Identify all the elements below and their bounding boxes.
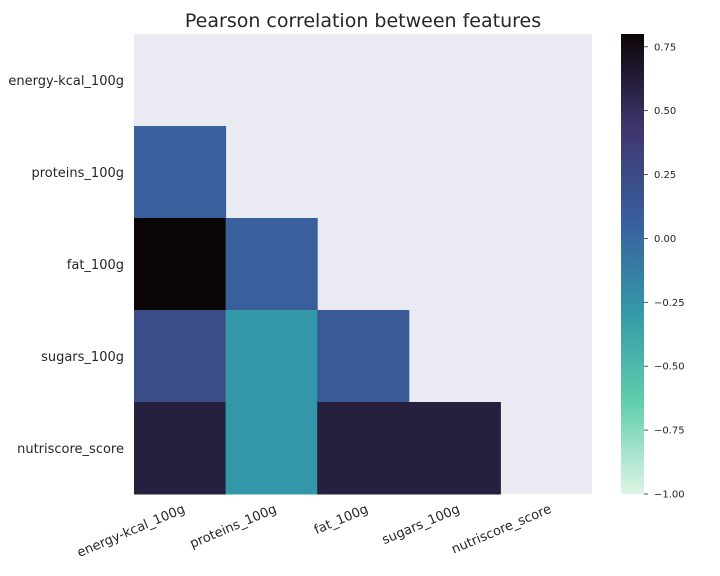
heatmap-cell-sugars_100g-fat_100g [317, 310, 410, 403]
heatmap-cell-proteins_100g-energy-kcal_100g [134, 126, 227, 219]
x-tick-labels: energy-kcal_100g proteins_100g fat_100g sug… [75, 502, 554, 561]
y-tick-label: energy-kcal_100g [8, 74, 124, 89]
heatmap-cell-nutriscore_score-proteins_100g [225, 402, 318, 495]
colorbar-tick-label: −0.50 [654, 362, 685, 373]
y-tick-label: nutriscore_score [17, 442, 124, 457]
colorbar-tick-label: −0.75 [654, 426, 685, 437]
colorbar-tick-label: 0.25 [654, 170, 676, 181]
heatmap-cell-fat_100g-proteins_100g [225, 218, 318, 311]
heatmap-cell-sugars_100g-proteins_100g [225, 310, 318, 403]
heatmap-cell-sugars_100g-energy-kcal_100g [134, 310, 227, 403]
x-tick-label: proteins_100g [188, 502, 279, 552]
colorbar-ticks: 0.75 0.50 0.25 0.00 −0.25 −0.50 −0.75 −1.00 [644, 42, 685, 501]
x-tick-label: sugars_100g [380, 502, 462, 548]
y-tick-label: fat_100g [67, 258, 124, 273]
colorbar-tick-label: 0.00 [654, 234, 676, 245]
heatmap-cell-nutriscore_score-energy-kcal_100g [134, 402, 227, 495]
colorbar [621, 34, 644, 494]
colorbar-tick-label: −1.00 [654, 490, 685, 501]
y-tick-label: proteins_100g [31, 166, 124, 181]
x-tick-label: nutriscore_score [449, 502, 553, 558]
y-tick-labels: energy-kcal_100g proteins_100g fat_100gsug… [8, 74, 124, 457]
y-tick-label: sugars_100g [41, 350, 124, 365]
colorbar-tick-label: −0.25 [654, 298, 685, 309]
heatmap-cells [134, 126, 501, 495]
heatmap-cell-fat_100g-energy-kcal_100g [134, 218, 227, 311]
colorbar-tick-label: 0.75 [654, 42, 676, 53]
x-tick-label: fat_100g [312, 502, 371, 538]
heatmap-cell-nutriscore_score-sugars_100g [408, 402, 501, 495]
heatmap-cell-nutriscore_score-fat_100g [317, 402, 410, 495]
x-tick-label: energy-kcal_100g [75, 502, 187, 561]
colorbar-tick-label: 0.50 [654, 106, 676, 117]
chart-title: Pearson correlation between features [185, 10, 541, 32]
